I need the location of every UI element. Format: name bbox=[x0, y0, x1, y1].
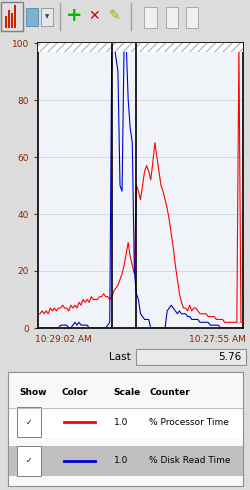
Text: ✓: ✓ bbox=[26, 456, 32, 465]
Text: % Disk Read Time: % Disk Read Time bbox=[148, 456, 230, 465]
Text: % Processor Time: % Processor Time bbox=[148, 417, 228, 427]
Text: 1.0: 1.0 bbox=[113, 417, 128, 427]
Text: Color: Color bbox=[62, 388, 88, 397]
Bar bbox=[8, 407, 242, 438]
Text: 10:27:55 AM: 10:27:55 AM bbox=[188, 335, 244, 344]
Text: Last: Last bbox=[108, 352, 130, 362]
Bar bbox=[41, 8, 52, 26]
Bar bbox=[8, 10, 10, 28]
Text: ✓: ✓ bbox=[26, 417, 32, 427]
Bar bbox=[4, 17, 7, 28]
Bar bbox=[185, 6, 198, 28]
Text: ✎: ✎ bbox=[108, 9, 120, 23]
Bar bbox=[11, 13, 13, 28]
Text: +: + bbox=[66, 6, 82, 25]
Bar bbox=[14, 5, 16, 28]
Bar bbox=[1, 1, 22, 31]
Bar bbox=[26, 8, 38, 26]
FancyBboxPatch shape bbox=[135, 349, 245, 365]
Text: ✕: ✕ bbox=[88, 9, 100, 23]
Bar bbox=[38, 34, 242, 51]
Text: 10:29:02 AM: 10:29:02 AM bbox=[35, 335, 92, 344]
Text: Scale: Scale bbox=[113, 388, 140, 397]
Bar bbox=[17, 446, 40, 476]
Bar bbox=[144, 6, 156, 28]
Text: 5.76: 5.76 bbox=[217, 352, 240, 362]
Text: ▼: ▼ bbox=[45, 14, 49, 19]
Bar bbox=[17, 407, 40, 437]
Bar bbox=[165, 6, 177, 28]
Text: Counter: Counter bbox=[148, 388, 189, 397]
Text: 1.0: 1.0 bbox=[113, 456, 128, 465]
Text: Show: Show bbox=[19, 388, 47, 397]
Bar bbox=[8, 445, 242, 476]
